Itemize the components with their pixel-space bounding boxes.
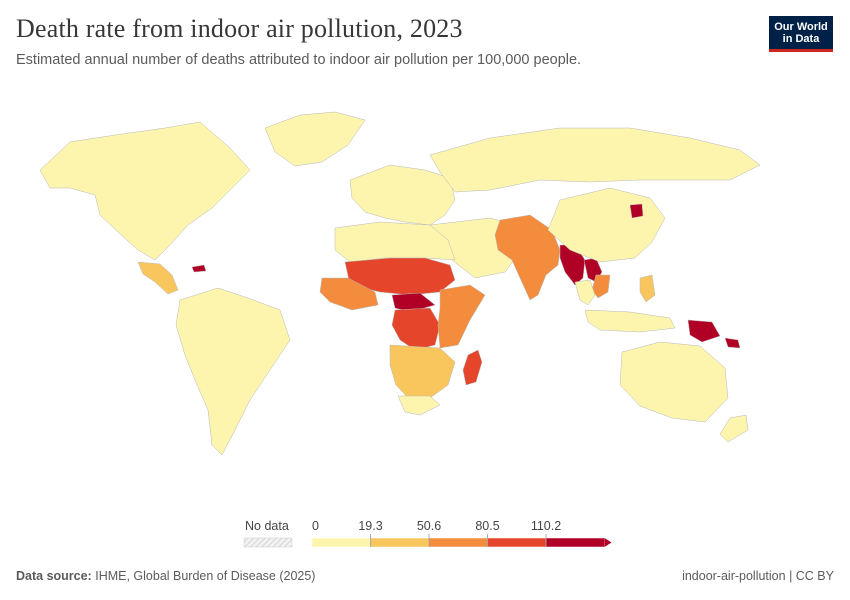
region-philippines[interactable] xyxy=(639,274,656,303)
region-west-africa[interactable] xyxy=(319,277,379,311)
region-north-africa[interactable] xyxy=(334,221,456,263)
footer-source: Data source: IHME, Global Burden of Dise… xyxy=(16,569,315,583)
legend-tick-label: 110.2 xyxy=(531,519,561,533)
region-thailand[interactable] xyxy=(574,279,596,306)
legend-bin-5[interactable] xyxy=(545,537,605,548)
region-solomon-islands[interactable] xyxy=(724,337,741,349)
region-southern-africa[interactable] xyxy=(389,344,456,401)
region-south-america[interactable] xyxy=(175,287,291,456)
legend-bin-3[interactable] xyxy=(428,537,488,548)
footer-license[interactable]: indoor-air-pollution | CC BY xyxy=(682,569,834,583)
legend-tick-label: 0 xyxy=(312,519,319,533)
region-north-korea[interactable] xyxy=(629,203,644,219)
legend-bin-2[interactable] xyxy=(370,537,430,548)
owid-logo[interactable]: Our World in Data xyxy=(769,16,833,52)
region-east-africa[interactable] xyxy=(437,284,486,349)
region-madagascar[interactable] xyxy=(462,349,483,386)
legend-bin-4[interactable] xyxy=(487,537,547,548)
legend-tick-label: 50.6 xyxy=(417,519,441,533)
no-data-swatch xyxy=(243,537,293,548)
no-data-label: No data xyxy=(245,519,289,533)
region-north-america[interactable] xyxy=(39,121,251,261)
region-haiti[interactable] xyxy=(191,264,207,273)
logo-line-1: Our World xyxy=(774,20,828,33)
region-central-america[interactable] xyxy=(137,261,179,295)
legend-bin-1[interactable] xyxy=(311,537,371,548)
source-label: Data source: xyxy=(16,569,92,583)
region-europe[interactable] xyxy=(349,164,456,226)
legend-tick-label: 19.3 xyxy=(358,519,382,533)
region-russia[interactable] xyxy=(429,127,761,193)
legend: No data 0 19.3 50.6 80.5 110.2 xyxy=(243,519,612,548)
legend-overflow-arrow xyxy=(604,538,612,547)
region-dr-congo[interactable] xyxy=(391,307,441,351)
region-greenland[interactable] xyxy=(264,111,366,167)
legend-tick-label: 80.5 xyxy=(475,519,499,533)
region-indonesia[interactable] xyxy=(584,309,676,333)
region-australia[interactable] xyxy=(619,341,729,423)
world-map xyxy=(39,111,761,456)
source-text: IHME, Global Burden of Disease (2025) xyxy=(95,569,316,583)
logo-line-2: in Data xyxy=(782,32,820,45)
chart-title: Death rate from indoor air pollution, 20… xyxy=(16,14,463,43)
chart-subtitle: Estimated annual number of deaths attrib… xyxy=(16,52,582,68)
region-south-africa[interactable] xyxy=(397,395,441,416)
region-papua-new-guinea[interactable] xyxy=(687,319,721,343)
region-new-zealand[interactable] xyxy=(719,414,749,443)
